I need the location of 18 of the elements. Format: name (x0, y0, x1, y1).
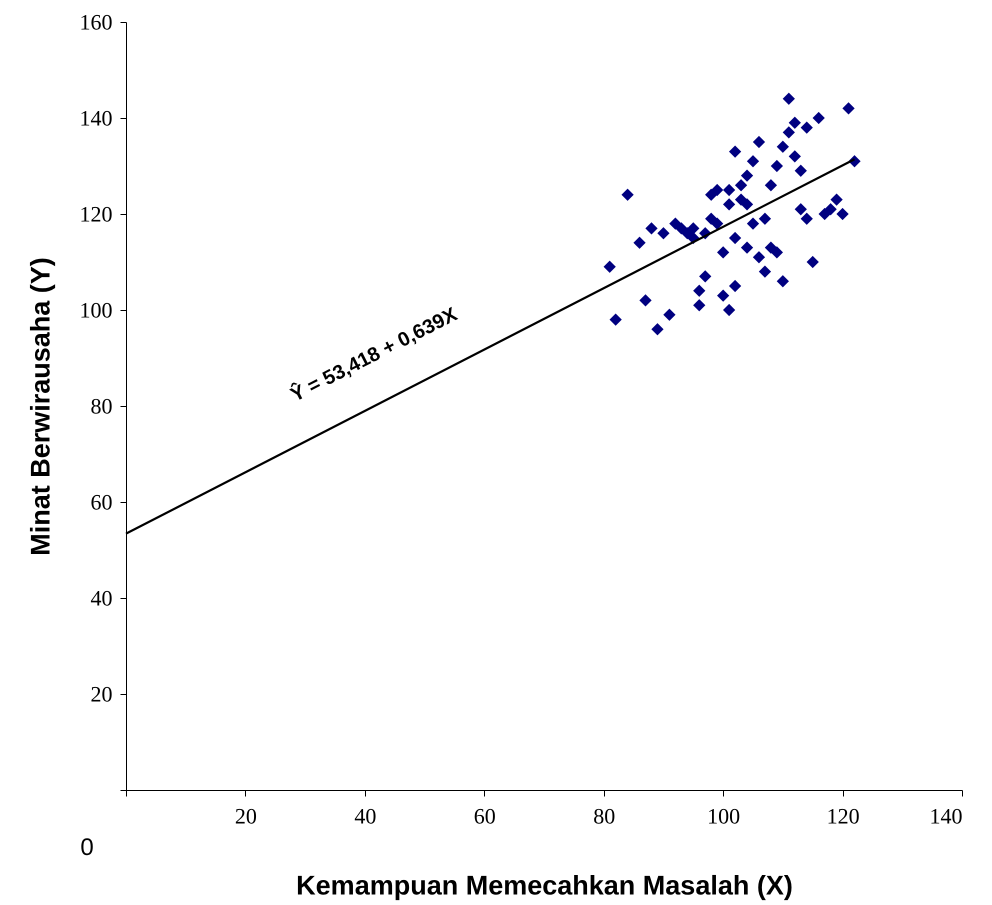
x-tick-label: 120 (826, 804, 860, 828)
x-axis-title: Kemampuan Memecahkan Masalah (X) (296, 870, 793, 900)
x-tick-label: 100 (707, 804, 740, 828)
y-tick-label: 60 (90, 490, 112, 514)
y-tick-label: 100 (80, 298, 112, 322)
y-axis-title: Minat Berwirausaha (Y) (26, 257, 56, 556)
text: 0 (80, 834, 94, 861)
y-tick-label: 160 (80, 10, 112, 34)
x-tick-label: 20 (234, 804, 257, 828)
y-tick-label: 40 (90, 586, 112, 610)
x-tick-label: 80 (593, 804, 616, 828)
y-tick-label: 120 (80, 202, 112, 226)
y-tick-label: 140 (80, 106, 112, 130)
x-tick-label: 140 (930, 804, 962, 828)
y-tick-label: 20 (90, 682, 112, 706)
x-tick-label: 40 (354, 804, 376, 828)
y-tick-label: 80 (90, 394, 112, 418)
x-tick-label: 60 (474, 804, 496, 828)
